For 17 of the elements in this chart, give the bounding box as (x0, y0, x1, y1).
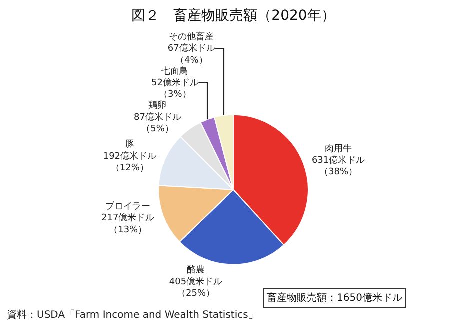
data-label: 405億米ドル（25%） (169, 276, 223, 300)
text: 資料：USDA「Farm Income and Wealth Statistics」 (7, 309, 258, 321)
slice-label: 肉用牛 (325, 143, 352, 154)
slice-label: 鶏卵 (148, 100, 167, 112)
slice-label: その他畜産 (169, 31, 214, 42)
data-label: 192億米ドル（12%） (103, 150, 157, 174)
data-label: 52億米ドル（3%） (151, 77, 199, 100)
slice-label: 七面鳥 (162, 66, 189, 77)
data-label: 67億米ドル（4%） (168, 43, 216, 66)
chart-title: 図２ 畜産物販売額（2020年） (132, 6, 336, 24)
data-label: 87億米ドル（5%） (134, 112, 182, 135)
slice-label: ブロイラー (106, 200, 151, 212)
data-label: 631億米ドル（38%） (312, 155, 366, 178)
slice-label: 酪農 (187, 264, 206, 276)
slice-label: 豚 (125, 139, 134, 150)
data-label: 217億米ドル（13%） (102, 212, 155, 236)
text: 畜産物販売額：1650億米ドル (267, 292, 402, 304)
